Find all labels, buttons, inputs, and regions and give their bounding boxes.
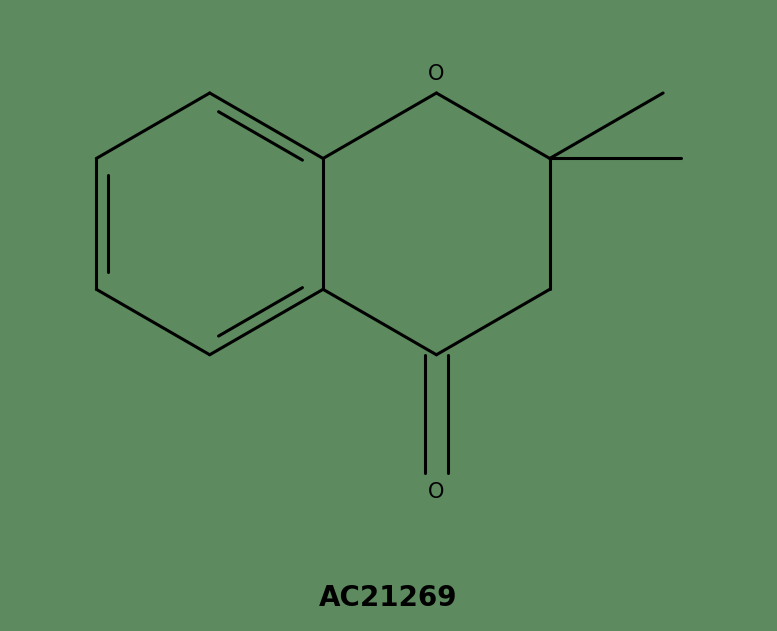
Text: O: O [428, 64, 444, 84]
Text: AC21269: AC21269 [319, 584, 458, 612]
Text: O: O [428, 481, 444, 502]
